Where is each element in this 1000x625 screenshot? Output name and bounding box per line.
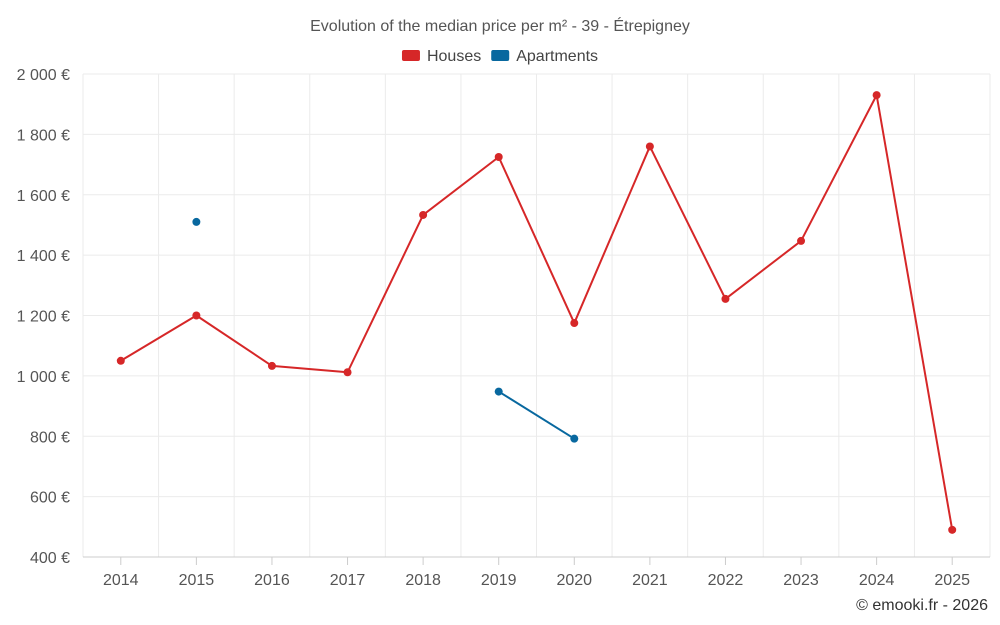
chart-title: Evolution of the median price per m² - 3… bbox=[310, 16, 690, 35]
credit-text: © emooki.fr - 2026 bbox=[856, 597, 988, 614]
legend-swatch bbox=[491, 50, 510, 61]
data-point-houses[interactable] bbox=[192, 311, 201, 320]
data-point-houses[interactable] bbox=[419, 210, 428, 219]
x-tick-label: 2018 bbox=[405, 572, 441, 589]
data-point-apartments[interactable] bbox=[494, 387, 503, 396]
data-point-houses[interactable] bbox=[570, 319, 579, 328]
y-tick-label: 2 000 € bbox=[17, 67, 70, 84]
x-tick-label: 2019 bbox=[481, 572, 517, 589]
x-axis: 2014 2015 2016 2017 2018 2019 2020 2021 2022 2023… bbox=[83, 556, 990, 589]
legend: Houses Apartments bbox=[401, 48, 598, 65]
series-line-houses bbox=[120, 94, 954, 531]
x-tick-label: 2017 bbox=[330, 572, 366, 589]
data-point-houses[interactable] bbox=[872, 91, 881, 100]
series-apartments bbox=[192, 217, 579, 443]
data-point-apartments[interactable] bbox=[570, 434, 579, 443]
y-axis: 400 € 600 € 800 € 1 000 € 1 200 € 1 400 € 1 60… bbox=[17, 67, 70, 567]
x-tick-label: 2016 bbox=[254, 572, 290, 589]
x-tick-label: 2024 bbox=[859, 572, 895, 589]
legend-item-apartments[interactable]: Apartments bbox=[491, 48, 598, 65]
legend-item-houses[interactable]: Houses bbox=[401, 48, 481, 65]
legend-swatch bbox=[401, 50, 420, 61]
legend-label: Houses bbox=[427, 48, 481, 65]
y-tick-label: 400 € bbox=[30, 550, 70, 567]
y-tick-label: 600 € bbox=[30, 490, 70, 507]
y-tick-label: 1 800 € bbox=[17, 127, 70, 144]
data-point-houses[interactable] bbox=[116, 356, 125, 365]
x-tick-label: 2014 bbox=[103, 572, 139, 589]
y-tick-label: 1 200 € bbox=[17, 309, 70, 326]
data-point-houses[interactable] bbox=[494, 153, 503, 162]
data-point-houses[interactable] bbox=[343, 368, 352, 377]
x-tick-label: 2021 bbox=[632, 572, 668, 589]
data-point-houses[interactable] bbox=[267, 361, 276, 370]
data-point-houses[interactable] bbox=[948, 525, 957, 534]
x-tick-label: 2015 bbox=[179, 572, 215, 589]
x-tick-label: 2025 bbox=[934, 572, 970, 589]
grid bbox=[82, 73, 991, 557]
data-point-houses[interactable] bbox=[797, 236, 806, 245]
y-tick-label: 1 400 € bbox=[17, 248, 70, 265]
data-point-apartments[interactable] bbox=[192, 217, 201, 226]
series-layer bbox=[116, 91, 957, 534]
y-tick-label: 800 € bbox=[30, 429, 70, 446]
y-tick-label: 1 600 € bbox=[17, 188, 70, 205]
x-tick-label: 2023 bbox=[783, 572, 819, 589]
data-point-houses[interactable] bbox=[645, 142, 654, 151]
data-point-houses[interactable] bbox=[721, 294, 730, 303]
series-line-apartments bbox=[498, 390, 575, 440]
legend-label: Apartments bbox=[516, 48, 598, 65]
series-houses bbox=[116, 91, 957, 534]
y-tick-label: 1 000 € bbox=[17, 369, 70, 386]
x-tick-label: 2020 bbox=[556, 572, 592, 589]
x-tick-label: 2022 bbox=[708, 572, 744, 589]
